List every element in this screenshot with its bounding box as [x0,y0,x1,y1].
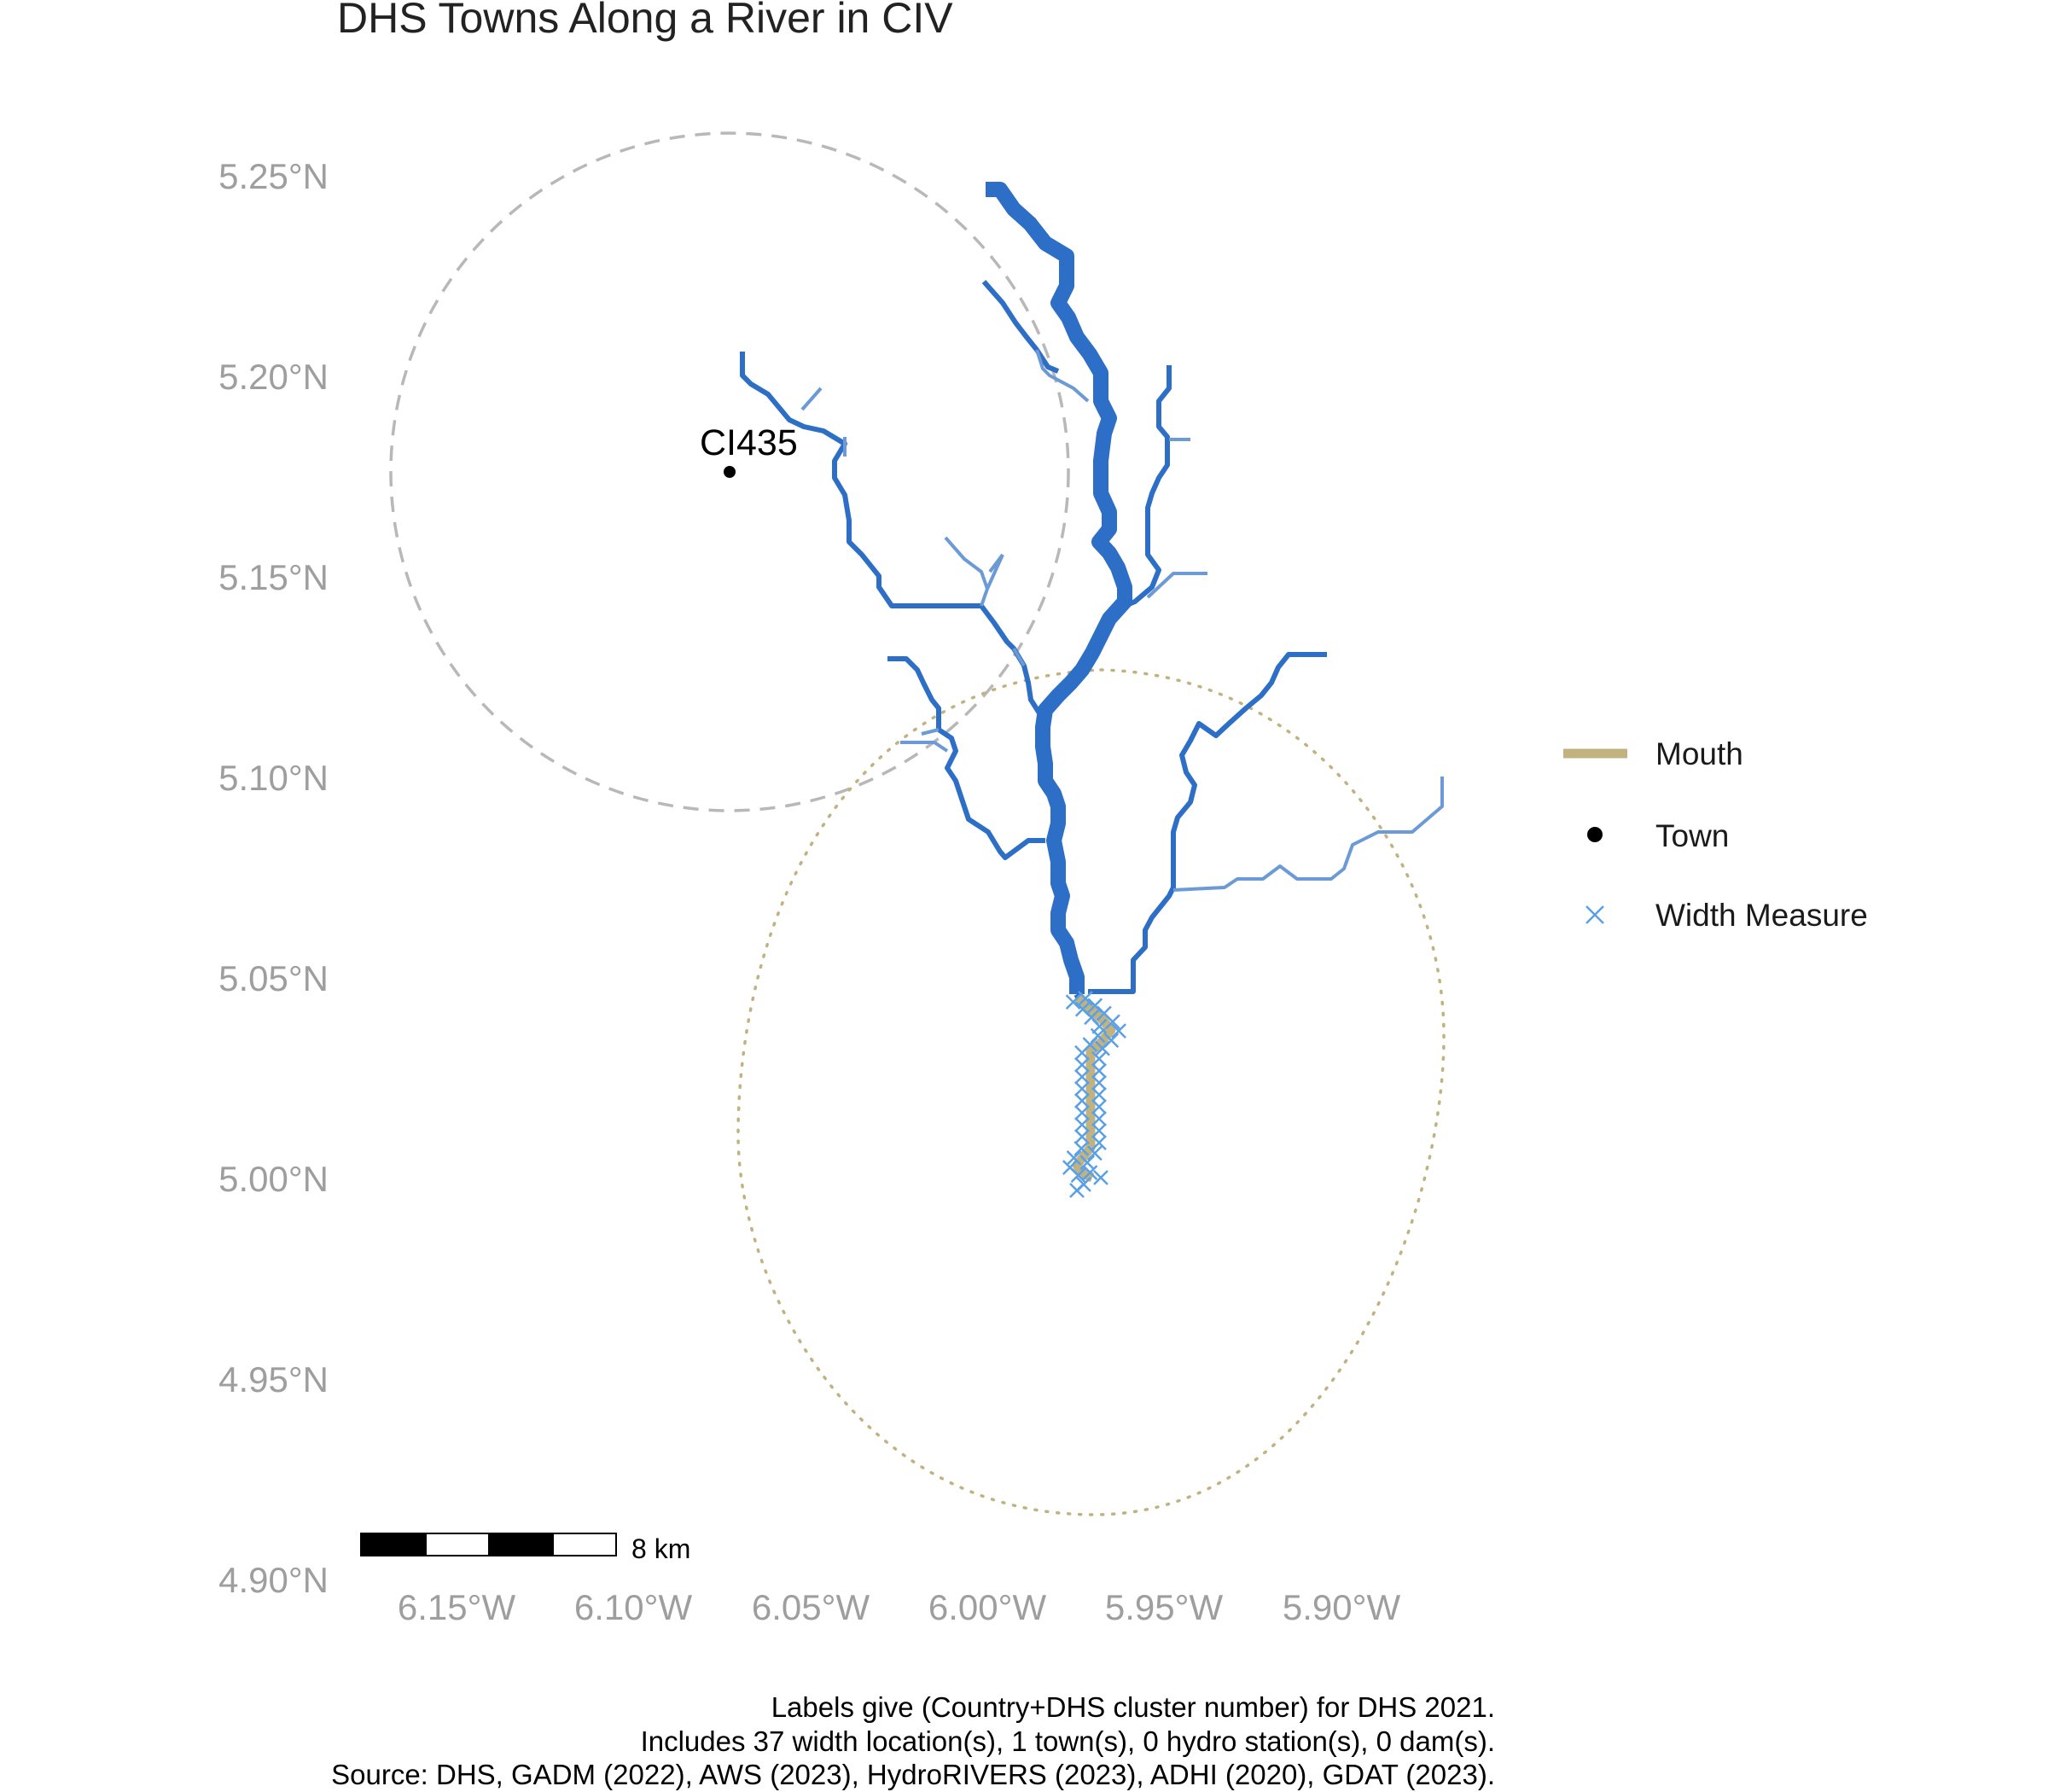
width-measure-marker [1082,1165,1098,1180]
caption-line-3: Source: DHS, GADM (2022), AWS (2023), Hy… [331,1759,1495,1790]
width-measure-markers [1062,991,1126,1198]
width-measure-marker [1091,1123,1107,1138]
legend-town-key [1587,827,1603,842]
river-tributary-southwest-minor [900,728,949,753]
width-measure-marker [1091,1099,1107,1114]
longitude-axis: 6.15°W 6.10°W 6.05°W 6.00°W 5.95°W 5.90°… [398,1587,1401,1627]
river-tributary-southwest [887,656,1045,860]
river-tributary-north-minor [1035,349,1090,403]
width-measure-marker [1065,994,1081,1010]
width-measure-marker [1111,1023,1126,1039]
legend-width-measure-key [1585,905,1604,924]
lat-label: 4.90°N [218,1560,329,1600]
width-measure-marker [1074,1129,1090,1144]
width-measure-marker [1076,1177,1091,1192]
width-measure-marker [1091,1087,1107,1103]
width-measure-marker [1073,1140,1090,1156]
river-network [740,182,1444,1033]
width-measure-marker [1074,1093,1090,1108]
caption: Labels give (Country+DHS cluster number)… [331,1691,1495,1790]
river-tributary-east-minor [1172,777,1444,892]
width-measure-marker [1079,1155,1096,1171]
width-measure-marker [1091,1050,1107,1067]
river-tributary-east-upper [1123,365,1172,608]
lat-label: 5.00°N [218,1159,329,1199]
width-measure-marker [1091,1135,1107,1150]
lon-label: 6.00°W [928,1587,1047,1627]
latitude-axis: 5.25°N 5.20°N 5.15°N 5.10°N 5.05°N 5.00°… [218,156,329,1600]
town-buffer-circle [389,131,1070,812]
width-measure-marker [1105,1014,1120,1030]
lat-label: 4.95°N [218,1359,329,1399]
width-measure-marker [1074,1117,1090,1132]
river-tributary-west-minor [800,387,1004,607]
lon-label: 6.15°W [398,1587,516,1627]
width-measure-marker [1093,1170,1108,1185]
lat-label: 5.15°N [218,557,329,597]
width-measure-marker [1091,1111,1107,1126]
lon-label: 6.05°W [752,1587,870,1627]
width-measure-marker [1074,1080,1090,1097]
lat-label: 5.05°N [218,958,329,998]
river-tributary-east-upper-minor [1146,438,1207,599]
caption-line-1: Labels give (Country+DHS cluster number)… [771,1691,1495,1723]
scale-bar: 8 km [360,1533,690,1564]
legend: Mouth Town Width Measure [1563,736,1868,933]
lat-label: 5.10°N [218,758,329,798]
width-measure-marker [1095,1040,1110,1056]
river-tributary-west-minor-2 [1012,647,1026,667]
river-tributary-west [740,352,1045,720]
caption-line-2: Includes 37 width location(s), 1 town(s)… [641,1725,1495,1757]
width-measure-marker [1091,1062,1107,1079]
scale-bar-label: 8 km [631,1533,690,1564]
width-measure-marker [1087,1145,1103,1161]
width-measure-marker [1074,1105,1090,1120]
mouth-buffer-outline [736,668,1446,1516]
lon-label: 5.90°W [1283,1587,1401,1627]
lat-label: 5.25°N [218,156,329,196]
width-measure-marker [1074,1068,1090,1085]
width-measure-marker [1066,1149,1082,1166]
town-label: CI435 [700,422,798,463]
width-measure-marker [1074,1044,1090,1061]
width-measure-marker [1091,1074,1107,1091]
width-measure-marker [1074,1056,1090,1073]
lon-label: 5.95°W [1105,1587,1224,1627]
legend-mouth-label: Mouth [1655,736,1743,771]
river-tributary-north [981,280,1060,374]
river-main-stem [986,182,1132,994]
river-tributary-east [1088,652,1327,994]
width-measure-marker [1070,1167,1086,1184]
lat-label: 5.20°N [218,357,329,397]
legend-width-measure-label: Width Measure [1655,898,1868,933]
lon-label: 6.10°W [574,1587,693,1627]
legend-town-label: Town [1655,818,1729,853]
town-point [724,466,736,478]
map-title: DHS Towns Along a River in CIV [337,0,953,42]
